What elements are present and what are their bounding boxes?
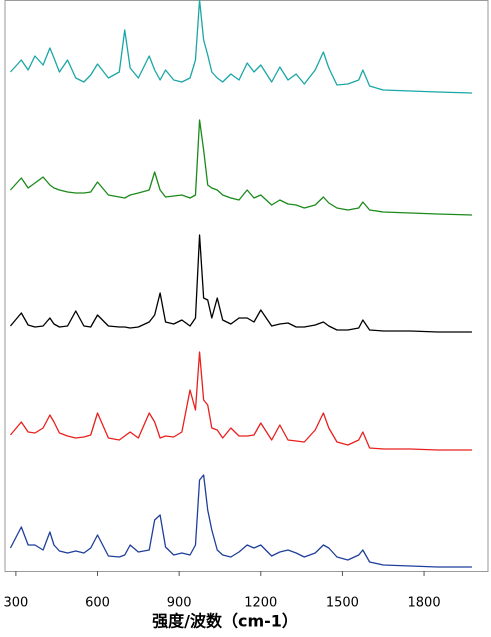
x-tick-label: 300 [3, 596, 28, 611]
spectrum-line [9, 234, 472, 333]
spectrum-line [9, 474, 472, 568]
x-tick-label: 600 [85, 596, 110, 611]
spectrum-line [9, 0, 472, 94]
x-tick-label: 1800 [408, 596, 441, 611]
x-tick-label: 900 [167, 596, 192, 611]
spectrum-line [9, 351, 472, 451]
spectrum-line [9, 119, 472, 216]
x-tick-label: 1500 [326, 596, 359, 611]
x-axis-label: 强度/波数（cm-1） [152, 612, 298, 631]
plot-frame [4, 0, 489, 572]
x-tick-label: 1200 [244, 596, 277, 611]
